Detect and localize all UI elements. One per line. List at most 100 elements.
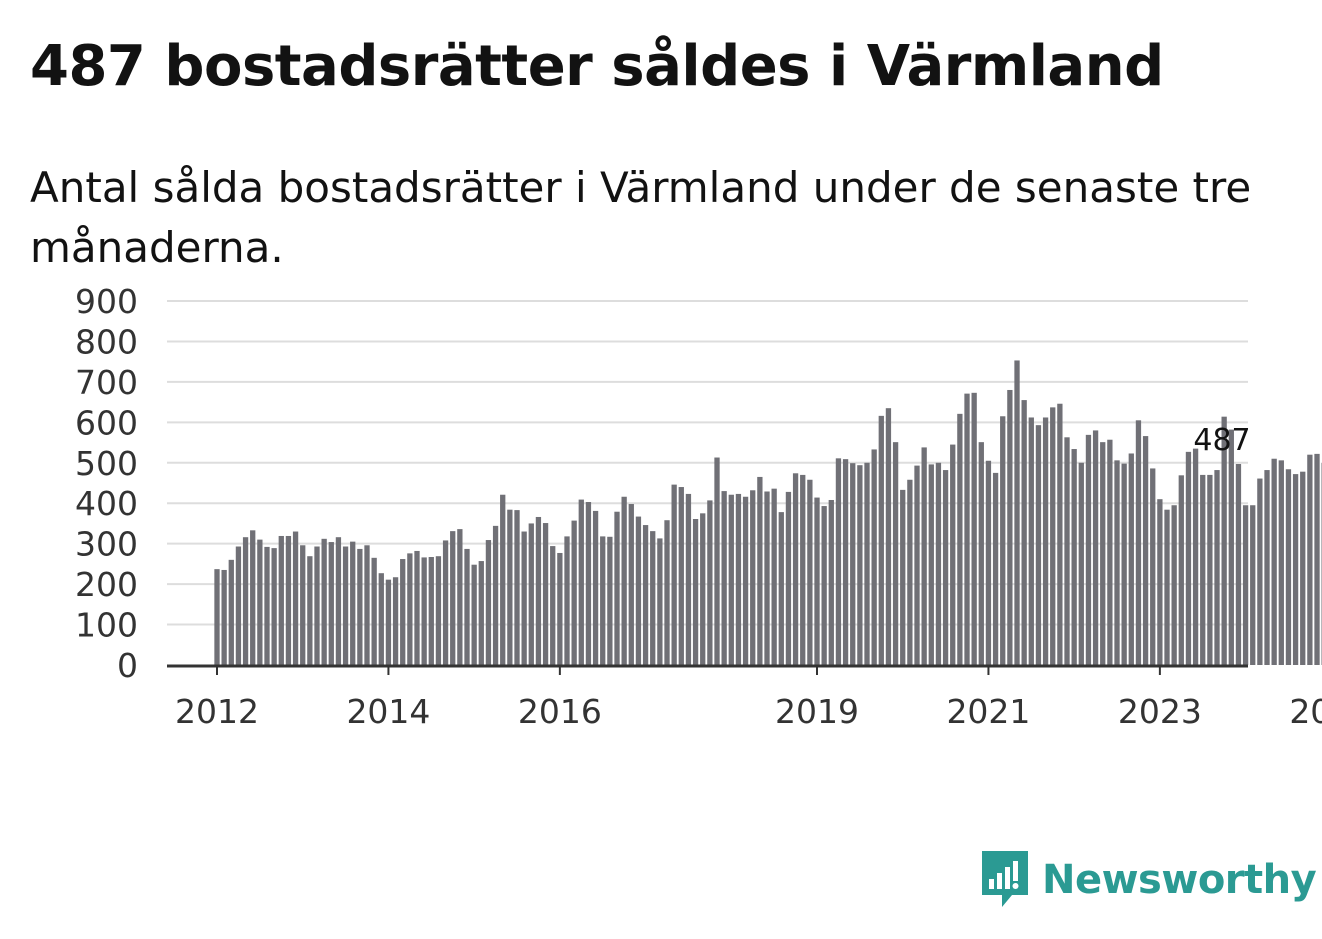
bar: [300, 545, 306, 665]
bar: [285, 535, 292, 665]
bar: [342, 546, 349, 665]
last-value-label: 487: [1193, 423, 1250, 458]
bar: [1042, 417, 1049, 665]
bar: [835, 458, 842, 665]
x-tick-label: 2014: [346, 692, 430, 731]
y-tick-label: 100: [75, 606, 138, 645]
bar: [1150, 468, 1156, 665]
bar: [1092, 430, 1099, 665]
bar: [357, 548, 363, 665]
bar: [478, 561, 484, 665]
x-tick-label: 2021: [946, 692, 1030, 731]
bar: [1264, 470, 1270, 665]
bar: [600, 536, 606, 665]
bar: [1121, 463, 1127, 665]
bar: [271, 548, 277, 665]
bar: [1164, 509, 1170, 665]
bar: [1242, 505, 1249, 665]
bar: [957, 413, 963, 665]
bar: [1285, 469, 1292, 665]
bar: [964, 393, 970, 665]
bar: [557, 552, 563, 665]
bar: [1207, 474, 1213, 665]
bar: [242, 537, 249, 665]
bar: [314, 546, 320, 665]
bar: [828, 499, 834, 665]
bar: [1221, 416, 1227, 665]
y-tick-label: 400: [75, 484, 138, 523]
bar: [757, 476, 763, 665]
bar: [450, 531, 456, 665]
bar: [321, 538, 327, 665]
chart-title: 487 bostadsrätter såldes i Värmland: [30, 34, 1164, 99]
bar: [750, 490, 756, 665]
bar: [650, 531, 656, 665]
bar: [278, 535, 284, 665]
bar: [1300, 471, 1306, 665]
bar: [692, 519, 699, 665]
bar: [228, 559, 234, 665]
bar: [628, 504, 634, 665]
bar: [1192, 448, 1199, 665]
x-tick-label: 2023: [1118, 692, 1202, 731]
bar: [264, 546, 270, 665]
newsworthy-logo-icon: [982, 851, 1028, 907]
bar: [378, 573, 384, 665]
bar: [921, 447, 927, 665]
bar: [1214, 470, 1220, 665]
bar: [614, 511, 620, 665]
bar: [714, 457, 720, 665]
bar: [642, 525, 649, 665]
bar: [1250, 505, 1256, 665]
bar: [335, 537, 342, 665]
bars: [214, 360, 1322, 665]
bar: [1114, 460, 1120, 665]
bar: [907, 479, 913, 665]
bar: [371, 557, 377, 665]
bar: [471, 564, 477, 665]
bar: [657, 538, 663, 665]
bar: [550, 546, 556, 665]
bar: [742, 496, 749, 665]
bar: [1235, 463, 1242, 665]
brand-name: Newsworthy: [1042, 857, 1317, 903]
chart-subtitle: Antal sålda bostadsrätter i Värmland und…: [30, 163, 1252, 272]
bar: [764, 491, 770, 665]
bar: [1057, 403, 1063, 665]
bar: [400, 559, 406, 665]
bar: [900, 489, 906, 665]
bar: [778, 512, 784, 665]
bar: [850, 463, 856, 665]
bar: [385, 579, 392, 665]
bar: [971, 392, 977, 665]
y-tick-label: 600: [75, 403, 138, 442]
bar: [1157, 499, 1163, 665]
bar: [257, 539, 263, 665]
bar: [942, 470, 949, 665]
bar: [735, 493, 742, 665]
bar: [1228, 429, 1234, 665]
bar: [221, 569, 227, 665]
bar: [664, 520, 670, 665]
newsworthy-logo: Newsworthy: [980, 850, 1317, 910]
bar: [464, 548, 470, 665]
bar: [492, 525, 499, 665]
bar: [1178, 475, 1184, 665]
bar: [1271, 458, 1277, 665]
bar: [1064, 437, 1070, 665]
y-tick-label: 300: [75, 525, 138, 564]
bar: [521, 531, 527, 665]
bar: [235, 546, 242, 665]
bar: [1007, 389, 1013, 665]
bar: [307, 556, 313, 665]
bar: [1135, 420, 1142, 665]
bar: [864, 462, 870, 665]
bar: [585, 502, 592, 665]
bar: [678, 487, 684, 665]
bar: [1142, 436, 1149, 665]
bar: [564, 536, 570, 665]
y-tick-label: 500: [75, 444, 138, 483]
bar: [1078, 462, 1084, 665]
bar: [992, 472, 999, 665]
